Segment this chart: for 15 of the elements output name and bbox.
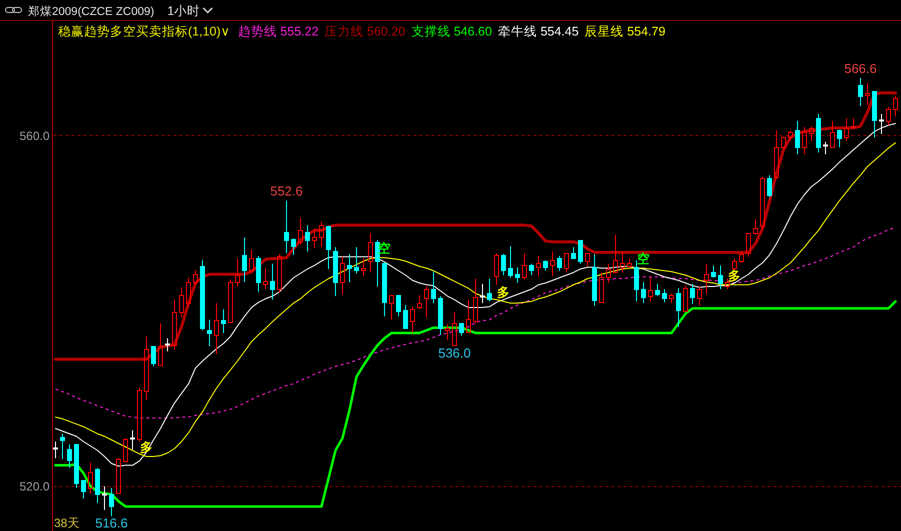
annotation: 38天 [54, 516, 80, 530]
data-label: 空 [637, 251, 650, 266]
data-label: 多 [497, 285, 510, 300]
y-tick-label: 520.0 [19, 479, 50, 494]
legend-title: 稳赢趋势多空买卖指标(1,10)∨ [58, 24, 230, 38]
chart-title: 郑煤2009(CZCE ZC009) [28, 5, 154, 18]
text: 516.6 [95, 516, 128, 531]
chart-subtitle: 1小时 [167, 4, 200, 18]
text: 536.0 [438, 346, 471, 361]
data-label: 多 [728, 268, 741, 283]
legend: 趋势线 555.22 压力线 560.20 支撑线 546.60 牵牛线 554.45 辰星线 554.79 [238, 24, 666, 38]
text: 552.6 [270, 184, 303, 199]
y-tick-label: 560.0 [19, 128, 50, 143]
text: 566.6 [844, 60, 877, 76]
header: 郑煤2009(CZCE ZC009) 1小时 [5, 4, 213, 18]
